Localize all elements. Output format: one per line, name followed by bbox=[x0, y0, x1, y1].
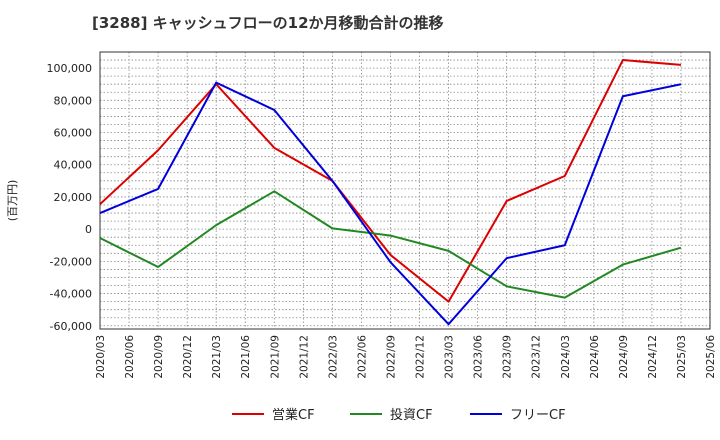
series-line-1 bbox=[99, 190, 682, 299]
x-tick-label: 2020/12 bbox=[182, 335, 194, 379]
y-tick-label: 80,000 bbox=[54, 94, 93, 107]
x-tick-label: 2020/03 bbox=[95, 335, 107, 379]
x-tick-label: 2024/03 bbox=[560, 335, 572, 379]
y-axis-label: (百万円) bbox=[6, 180, 19, 222]
y-tick-label: 40,000 bbox=[54, 159, 93, 172]
y-tick-label: -60,000 bbox=[50, 320, 92, 333]
x-tick-label: 2022/06 bbox=[356, 335, 368, 379]
chart-title: [3288] キャッシュフローの12か月移動合計の推移 bbox=[92, 14, 444, 32]
legend-label-0: 営業CF bbox=[272, 407, 315, 423]
x-tick-label: 2023/09 bbox=[502, 335, 514, 379]
x-tick-label: 2021/12 bbox=[298, 335, 310, 379]
x-tick-label: 2023/03 bbox=[444, 335, 456, 379]
series-line-2 bbox=[99, 81, 682, 326]
series-line-0 bbox=[99, 59, 682, 303]
x-tick-label: 2021/09 bbox=[269, 335, 281, 379]
legend-label-2: フリーCF bbox=[510, 408, 566, 423]
y-axis-ticks: 100,000 80,000 60,000 40,000 20,000 0 -20,000 -… bbox=[47, 62, 93, 333]
x-tick-label: 2025/03 bbox=[676, 335, 688, 379]
x-tick-label: 2021/06 bbox=[240, 335, 252, 379]
y-tick-label: 20,000 bbox=[54, 191, 93, 204]
y-tick-label: -20,000 bbox=[50, 255, 92, 268]
y-tick-label: 100,000 bbox=[47, 62, 93, 75]
x-tick-label: 2024/09 bbox=[618, 335, 630, 379]
x-tick-label: 2020/09 bbox=[153, 335, 165, 379]
legend: 営業CF 投資CF フリーCF bbox=[232, 407, 566, 423]
x-tick-label: 2021/03 bbox=[211, 335, 223, 379]
x-tick-label: 2020/06 bbox=[124, 335, 136, 379]
x-tick-label: 2024/12 bbox=[647, 335, 659, 379]
grid bbox=[99, 51, 711, 329]
series-lines bbox=[99, 59, 682, 326]
x-tick-label: 2023/06 bbox=[473, 335, 485, 379]
x-tick-label: 2022/03 bbox=[327, 335, 339, 379]
x-tick-label: 2022/12 bbox=[415, 335, 427, 379]
x-tick-label: 2023/12 bbox=[531, 335, 543, 379]
x-tick-label: 2024/06 bbox=[589, 335, 601, 379]
y-tick-label: 60,000 bbox=[54, 127, 93, 140]
plot-area-frame bbox=[99, 51, 711, 330]
x-tick-label: 2025/06 bbox=[705, 335, 717, 379]
x-tick-label: 2022/09 bbox=[385, 335, 397, 379]
y-tick-label: -40,000 bbox=[50, 288, 92, 301]
x-axis-ticks: 2020/03 2020/06 2020/09 2020/12 2021/03 2021/… bbox=[95, 335, 717, 379]
legend-label-1: 投資CF bbox=[390, 407, 433, 423]
y-tick-label: 0 bbox=[85, 223, 92, 236]
